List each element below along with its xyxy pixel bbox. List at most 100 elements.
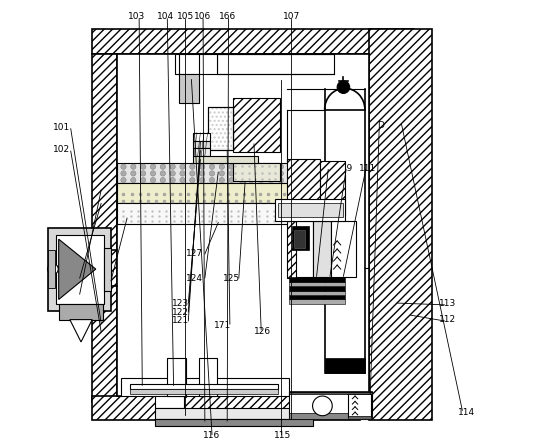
Circle shape: [288, 177, 293, 183]
Bar: [313, 221, 331, 277]
Bar: [55, 235, 104, 304]
Bar: [325, 358, 365, 373]
Text: 117: 117: [62, 274, 79, 283]
Bar: [287, 220, 320, 278]
Bar: [155, 396, 184, 408]
Circle shape: [219, 164, 224, 169]
Text: 171: 171: [214, 321, 231, 330]
Circle shape: [239, 171, 244, 176]
Bar: [289, 295, 345, 299]
Circle shape: [308, 164, 313, 169]
Circle shape: [190, 164, 195, 169]
Circle shape: [199, 171, 205, 176]
Circle shape: [308, 171, 313, 176]
Bar: [294, 230, 306, 248]
Circle shape: [318, 177, 323, 183]
Bar: [48, 228, 111, 311]
Bar: [193, 148, 210, 156]
Bar: [289, 392, 372, 419]
Text: 126: 126: [254, 327, 272, 336]
Circle shape: [199, 164, 205, 169]
Bar: [209, 107, 233, 150]
Bar: [347, 392, 372, 394]
Circle shape: [259, 177, 264, 183]
Circle shape: [121, 171, 126, 176]
Bar: [193, 156, 257, 163]
Circle shape: [190, 177, 195, 183]
Bar: [209, 108, 232, 149]
Bar: [289, 277, 345, 282]
Text: A: A: [237, 210, 243, 219]
Circle shape: [229, 171, 234, 176]
Circle shape: [150, 177, 156, 183]
Bar: [233, 98, 280, 152]
Text: 105: 105: [177, 12, 194, 21]
Text: 124: 124: [185, 274, 203, 283]
Circle shape: [298, 177, 303, 183]
Circle shape: [278, 177, 283, 183]
Bar: [289, 291, 345, 295]
Bar: [92, 29, 414, 54]
Circle shape: [327, 164, 333, 169]
Bar: [295, 221, 313, 277]
Bar: [179, 74, 199, 103]
Circle shape: [298, 171, 303, 176]
Circle shape: [278, 171, 283, 176]
Text: 112: 112: [439, 315, 456, 324]
Bar: [369, 29, 432, 420]
Bar: [117, 203, 343, 224]
Bar: [289, 299, 345, 304]
Bar: [155, 408, 313, 419]
Bar: [193, 141, 210, 148]
Circle shape: [180, 177, 185, 183]
Circle shape: [239, 164, 244, 169]
Bar: [289, 286, 345, 291]
Circle shape: [180, 164, 185, 169]
Text: 125: 125: [223, 274, 240, 283]
Text: 103: 103: [128, 12, 145, 21]
Circle shape: [121, 164, 126, 169]
Circle shape: [268, 177, 274, 183]
Circle shape: [48, 264, 58, 274]
Text: D: D: [377, 121, 384, 130]
Text: 107: 107: [282, 12, 300, 21]
Bar: [92, 54, 117, 402]
Circle shape: [170, 164, 176, 169]
Circle shape: [140, 177, 146, 183]
Text: 116: 116: [203, 431, 221, 440]
Bar: [287, 159, 320, 221]
Circle shape: [229, 164, 234, 169]
Circle shape: [150, 171, 156, 176]
Circle shape: [160, 164, 165, 169]
Circle shape: [180, 171, 185, 176]
Bar: [233, 163, 280, 181]
Circle shape: [199, 177, 205, 183]
Bar: [59, 304, 104, 320]
Circle shape: [337, 81, 350, 93]
Bar: [155, 419, 313, 426]
Bar: [289, 392, 372, 394]
Circle shape: [121, 177, 126, 183]
Bar: [325, 110, 365, 373]
Circle shape: [131, 177, 136, 183]
Bar: [209, 107, 233, 150]
Circle shape: [239, 177, 244, 183]
Text: 102: 102: [53, 145, 70, 154]
Circle shape: [288, 164, 293, 169]
Bar: [167, 358, 186, 396]
Text: 122: 122: [172, 308, 189, 316]
Bar: [289, 282, 345, 286]
Circle shape: [160, 177, 165, 183]
Circle shape: [288, 171, 293, 176]
Circle shape: [160, 171, 165, 176]
Circle shape: [209, 164, 215, 169]
Text: 123: 123: [172, 299, 189, 308]
Circle shape: [170, 171, 176, 176]
Circle shape: [140, 164, 146, 169]
Text: 114: 114: [458, 408, 475, 417]
Text: 118: 118: [62, 291, 79, 299]
Bar: [92, 396, 360, 420]
Bar: [198, 358, 217, 396]
Circle shape: [190, 171, 195, 176]
Circle shape: [131, 164, 136, 169]
